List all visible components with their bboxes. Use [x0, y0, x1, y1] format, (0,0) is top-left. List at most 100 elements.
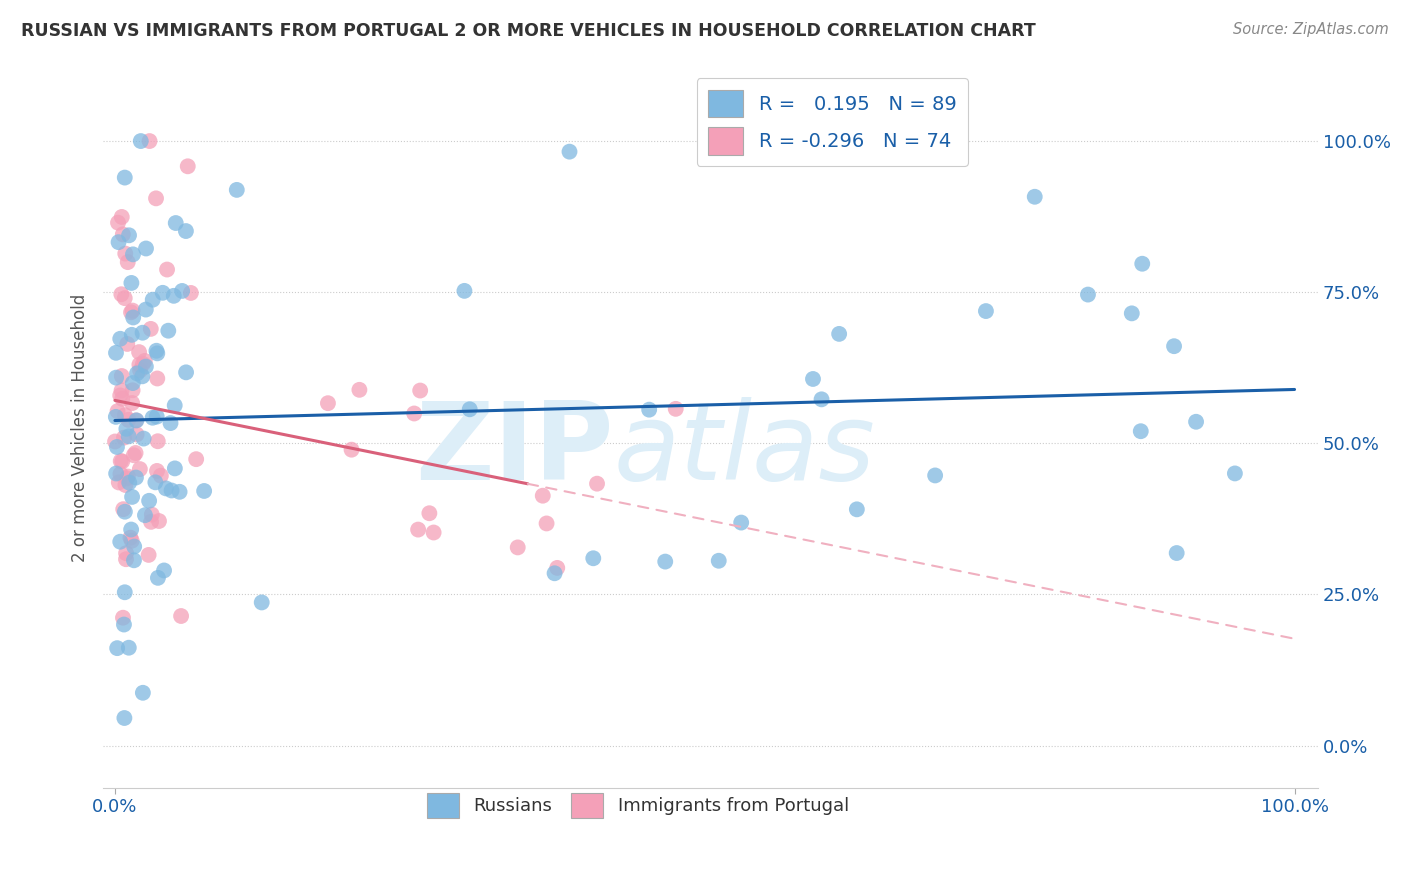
Point [145, 343, 167, 358]
Point [1223, 467, 1246, 481]
Point [125, 427, 148, 442]
Point [193, 483, 215, 498]
Point [1129, 424, 1152, 438]
Point [107, 235, 129, 249]
Point [418, 506, 440, 520]
Point [586, 476, 609, 491]
Point [160, 483, 183, 498]
Point [125, 367, 148, 381]
Point [104, 434, 127, 449]
Point [845, 502, 868, 516]
Point [406, 523, 429, 537]
Point [112, 617, 135, 632]
Point [174, 365, 197, 379]
Point [114, 505, 136, 519]
Point [558, 145, 581, 159]
Point [117, 469, 139, 483]
Point [1130, 257, 1153, 271]
Point [974, 304, 997, 318]
Point [134, 508, 156, 523]
Point [139, 322, 162, 336]
Y-axis label: 2 or more Vehicles in Household: 2 or more Vehicles in Household [72, 294, 89, 562]
Point [134, 354, 156, 368]
Point [409, 384, 432, 398]
Point [107, 216, 129, 230]
Point [1163, 339, 1185, 353]
Point [1166, 546, 1188, 560]
Point [115, 546, 138, 560]
Point [120, 523, 142, 537]
Point [159, 416, 181, 430]
Point [118, 429, 141, 443]
Point [186, 452, 208, 467]
Point [146, 371, 169, 385]
Point [129, 134, 152, 148]
Point [146, 571, 169, 585]
Point [112, 502, 135, 516]
Point [125, 413, 148, 427]
Point [110, 287, 132, 301]
Point [225, 183, 247, 197]
Point [828, 326, 851, 341]
Point [138, 493, 160, 508]
Point [121, 376, 143, 390]
Point [157, 324, 180, 338]
Point [122, 310, 145, 325]
Point [531, 489, 554, 503]
Point [110, 467, 132, 481]
Point [114, 408, 136, 422]
Point [122, 540, 145, 554]
Point [138, 134, 160, 148]
Point [129, 363, 152, 377]
Point [1077, 287, 1099, 301]
Point [665, 401, 688, 416]
Point [111, 454, 134, 468]
Point [145, 475, 167, 490]
Point [145, 409, 167, 424]
Point [121, 533, 143, 548]
Point [169, 484, 191, 499]
Point [117, 337, 139, 351]
Point [163, 461, 186, 475]
Point [582, 551, 605, 566]
Point [114, 291, 136, 305]
Point [121, 384, 143, 398]
Point [105, 440, 128, 454]
Point [638, 402, 661, 417]
Point [1024, 190, 1046, 204]
Text: ZIP: ZIP [415, 397, 613, 503]
Point [110, 454, 132, 468]
Point [810, 392, 832, 407]
Point [117, 413, 139, 427]
Point [177, 159, 200, 173]
Point [131, 369, 153, 384]
Point [536, 516, 558, 531]
Point [125, 470, 148, 484]
Point [139, 515, 162, 529]
Point [165, 216, 187, 230]
Point [110, 534, 132, 549]
Legend: Russians, Immigrants from Portugal: Russians, Immigrants from Portugal [419, 786, 856, 826]
Point [115, 471, 138, 485]
Point [404, 407, 426, 421]
Point [128, 462, 150, 476]
Point [132, 686, 155, 700]
Point [105, 346, 128, 360]
Point [543, 566, 565, 581]
Point [107, 475, 129, 490]
Point [121, 490, 143, 504]
Point [142, 293, 165, 307]
Point [156, 262, 179, 277]
Point [152, 285, 174, 300]
Point [110, 384, 132, 398]
Point [128, 345, 150, 359]
Point [135, 359, 157, 374]
Point [111, 369, 134, 384]
Point [546, 561, 568, 575]
Point [118, 475, 141, 490]
Point [110, 388, 132, 402]
Point [654, 555, 676, 569]
Point [132, 357, 155, 371]
Point [174, 224, 197, 238]
Point [105, 467, 128, 481]
